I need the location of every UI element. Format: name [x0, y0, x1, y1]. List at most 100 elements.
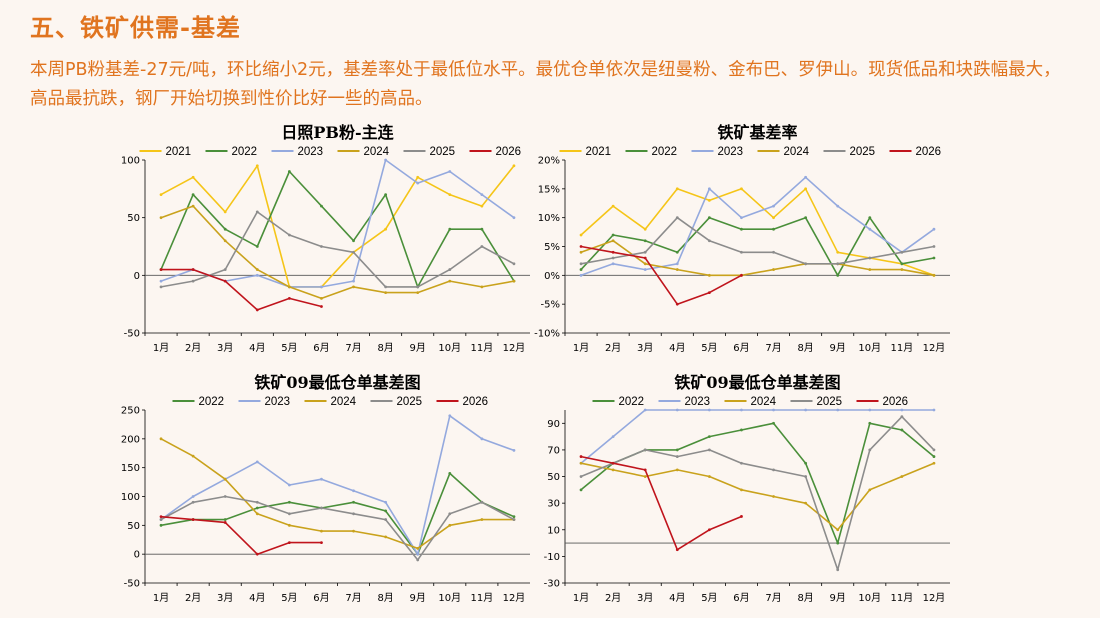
data-point-2023	[932, 227, 936, 231]
legend-label: 2021	[586, 146, 612, 158]
data-point-2025	[932, 448, 936, 452]
data-point-2023	[836, 408, 840, 412]
data-point-2025	[740, 250, 743, 254]
x-tick-label: 10月	[438, 342, 461, 354]
data-point-2026	[643, 256, 647, 260]
data-point-2023	[772, 408, 775, 412]
data-point-2024	[416, 291, 420, 295]
y-tick-label: 5%	[544, 242, 560, 253]
data-point-2022	[512, 515, 516, 519]
data-point-2025	[255, 210, 259, 214]
data-point-2025	[159, 518, 163, 521]
data-point-2022	[191, 193, 195, 196]
y-tick-label: 250	[121, 406, 140, 417]
data-point-2025	[191, 279, 195, 283]
chart-title: 铁矿基差率	[717, 123, 797, 142]
data-point-2025	[579, 475, 583, 478]
data-point-2023	[643, 268, 647, 271]
series-line-2026	[580, 245, 742, 305]
data-point-2023	[159, 279, 163, 283]
series-line-2026	[161, 268, 322, 311]
data-point-2022	[223, 227, 227, 231]
data-point-2022	[772, 421, 775, 425]
data-point-2026	[643, 468, 647, 472]
data-point-2025	[287, 233, 291, 237]
data-point-2024	[740, 488, 743, 492]
legend-label: 2023	[718, 146, 744, 158]
series-line-2026	[160, 515, 322, 555]
data-point-2022	[352, 500, 355, 504]
data-point-2024	[416, 547, 420, 550]
data-point-2025	[320, 245, 323, 248]
data-point-2021	[223, 210, 227, 214]
series-line-2022	[580, 422, 935, 544]
data-point-2026	[707, 291, 711, 295]
y-tick-label: -30	[544, 579, 560, 590]
data-point-2023	[707, 187, 711, 191]
data-point-2023	[512, 448, 516, 452]
x-tick-label: 2月	[185, 592, 201, 604]
series-line-2023	[580, 176, 935, 277]
data-point-2026	[320, 541, 323, 545]
data-point-2022	[900, 428, 904, 432]
data-point-2022	[579, 488, 583, 492]
data-point-2023	[740, 216, 743, 220]
data-point-2024	[868, 268, 872, 271]
data-point-2021	[448, 193, 452, 196]
data-point-2021	[480, 204, 484, 208]
data-point-2023	[384, 500, 388, 504]
y-tick-label: 150	[121, 463, 140, 474]
x-tick-label: 10月	[438, 592, 461, 604]
x-tick-label: 5月	[281, 342, 297, 354]
x-tick-label: 9月	[410, 592, 426, 604]
data-point-2022	[740, 227, 743, 231]
data-point-2022	[320, 204, 323, 208]
data-point-2024	[223, 477, 227, 481]
data-point-2025	[416, 558, 420, 562]
x-tick-label: 10月	[858, 592, 881, 604]
data-point-2024	[384, 535, 388, 539]
data-point-2023	[320, 285, 323, 289]
y-tick-label: 100	[121, 156, 140, 167]
data-point-2025	[836, 568, 840, 572]
data-point-2021	[675, 187, 679, 191]
x-tick-label: 12月	[503, 342, 526, 354]
data-point-2023	[643, 408, 647, 412]
x-tick-label: 8月	[797, 592, 813, 604]
data-point-2021	[836, 250, 840, 254]
data-point-2024	[611, 239, 615, 243]
data-point-2022	[223, 518, 227, 521]
data-point-2024	[579, 461, 583, 465]
data-point-2021	[191, 175, 195, 179]
data-point-2025	[675, 455, 679, 458]
data-point-2021	[255, 164, 259, 168]
data-point-2024	[223, 239, 227, 243]
x-tick-label: 7月	[765, 342, 781, 354]
y-tick-label: 0%	[544, 271, 560, 282]
data-point-2022	[255, 245, 259, 248]
data-point-2022	[772, 227, 775, 231]
legend-label: 2024	[331, 396, 357, 408]
x-tick-label: 1月	[573, 342, 589, 354]
y-tick-label: -10%	[534, 329, 560, 340]
chart-09-warrant-basis-right: 铁矿09最低仓单基差图 2022 2023 2024 2025 2026 90 70 50 30 1…	[544, 373, 950, 604]
data-point-2024	[900, 475, 904, 478]
legend-label: 2024	[751, 396, 777, 408]
legend-label: 2021	[166, 146, 192, 158]
data-point-2022	[804, 216, 808, 220]
data-point-2021	[512, 164, 516, 168]
data-point-2022	[579, 268, 583, 271]
data-point-2024	[255, 512, 259, 516]
data-point-2022	[287, 500, 291, 504]
data-point-2023	[611, 262, 615, 266]
data-point-2022	[643, 239, 647, 243]
legend-label: 2022	[652, 146, 678, 158]
x-tick-label: 8月	[377, 592, 393, 604]
data-point-2026	[255, 308, 259, 312]
data-point-2024	[579, 250, 583, 254]
chart-title: 铁矿09最低仓单基差图	[254, 373, 420, 392]
data-point-2022	[836, 273, 840, 277]
data-point-2025	[223, 495, 227, 498]
data-point-2023	[579, 273, 583, 277]
data-point-2025	[772, 468, 775, 472]
